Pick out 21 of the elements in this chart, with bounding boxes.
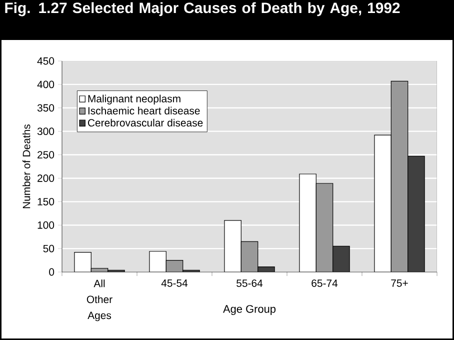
x-axis-title: Age Group (223, 305, 276, 315)
y-axis-title: Number of Deaths (22, 124, 30, 208)
y-tick-label: 450 (37, 57, 54, 65)
y-tick-label: 50 (43, 244, 54, 252)
y-tick-label: 0 (49, 268, 54, 276)
legend-label: Cerebrovascular disease (88, 118, 203, 127)
y-tick-label: 350 (37, 104, 54, 112)
x-tick-label: 45-54 (161, 280, 188, 287)
y-tick-label: 150 (38, 198, 54, 206)
y-tick-label: 250 (38, 151, 54, 158)
chart-title: Fig. 1.27 Selected Major Causes of Death by Age, 1992 (5, 2, 400, 16)
y-tick-label: 400 (37, 80, 54, 88)
x-tick-label: 65-74 (312, 280, 338, 287)
legend-label: Malignant neoplasm (88, 94, 180, 104)
x-tick-label: All Other Ages (86, 280, 112, 322)
x-tick-label: 55-64 (236, 280, 263, 287)
y-tick-label: 300 (37, 128, 54, 136)
legend-label: Ischaemic heart disease (88, 106, 200, 114)
y-tick-label: 200 (38, 174, 54, 182)
y-tick-label: 100 (38, 221, 54, 229)
x-tick-label: 75+ (391, 280, 408, 287)
